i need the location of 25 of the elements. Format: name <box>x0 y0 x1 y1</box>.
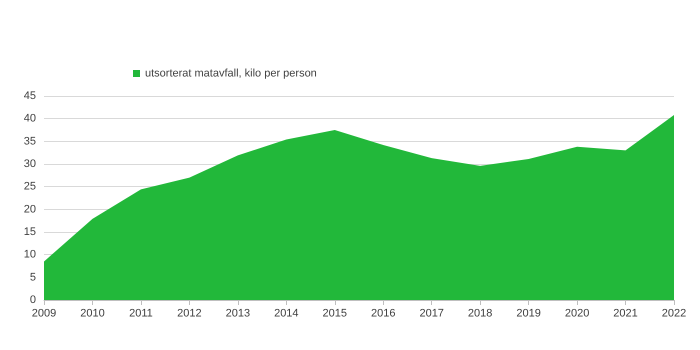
y-tick-label: 25 <box>24 180 36 193</box>
x-tick-label: 2012 <box>177 308 202 320</box>
y-tick-label: 20 <box>24 203 36 216</box>
legend-label: utsorterat matavfall, kilo per person <box>145 68 317 80</box>
x-tick-label: 2021 <box>613 308 638 320</box>
y-tick-label: 5 <box>30 271 36 284</box>
y-tick-label: 0 <box>30 294 36 306</box>
x-tick-label: 2010 <box>80 308 105 320</box>
x-tick-label: 2019 <box>516 308 541 320</box>
y-tick-label: 15 <box>24 226 36 238</box>
x-tick-label: 2009 <box>32 308 56 320</box>
y-tick-label: 35 <box>24 135 36 148</box>
y-tick-label: 10 <box>24 248 36 261</box>
x-tick-label: 2022 <box>662 308 686 320</box>
y-tick-label: 30 <box>24 158 36 170</box>
y-tick-label: 45 <box>24 90 36 102</box>
y-tick-label: 40 <box>24 112 36 125</box>
x-tick-label: 2020 <box>564 308 590 320</box>
x-tick-label: 2015 <box>322 308 348 320</box>
x-tick-label: 2018 <box>468 308 492 320</box>
x-tick-label: 2013 <box>226 308 250 320</box>
x-tick-label: 2011 <box>129 308 153 320</box>
x-tick-label: 2014 <box>274 308 299 320</box>
x-tick-label: 2017 <box>419 308 444 320</box>
x-tick-label: 2016 <box>370 308 396 320</box>
